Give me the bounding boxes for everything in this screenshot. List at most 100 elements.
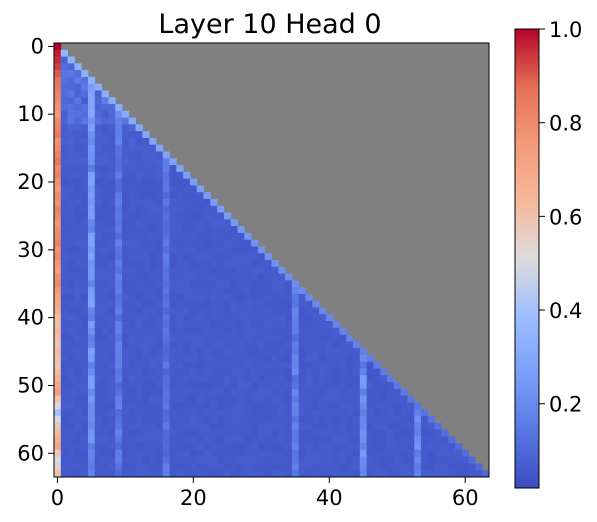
heatmap-cell [101, 165, 109, 173]
heatmap-cell [94, 131, 102, 139]
heatmap-cell [142, 239, 150, 247]
heatmap-cell [223, 422, 232, 430]
heatmap-cell [54, 212, 62, 220]
heatmap-cell [339, 368, 347, 376]
heatmap-cell [135, 429, 143, 437]
heatmap-cell [67, 226, 75, 234]
heatmap-cell [60, 287, 68, 295]
heatmap-cell [189, 402, 198, 410]
heatmap-cell [135, 287, 143, 295]
heatmap-cell [380, 388, 388, 397]
heatmap-cell [387, 409, 395, 417]
heatmap-cell [346, 395, 354, 403]
heatmap-cell [189, 280, 198, 288]
heatmap-cell [373, 429, 381, 437]
heatmap-cell [353, 463, 361, 471]
heatmap-cell [87, 260, 96, 268]
heatmap-cell [217, 449, 225, 458]
heatmap-cell [189, 375, 198, 383]
heatmap-cell [271, 375, 279, 383]
heatmap-cell [325, 415, 334, 424]
heatmap-cell [203, 260, 211, 268]
heatmap-cell [135, 368, 143, 376]
heatmap-cell [244, 287, 252, 295]
heatmap-cell [305, 375, 313, 383]
heatmap-cell [74, 192, 82, 200]
heatmap-cell [244, 402, 252, 410]
heatmap-cell [244, 354, 252, 363]
heatmap-cell [264, 287, 272, 295]
heatmap-cell [176, 456, 184, 464]
heatmap-cell [278, 293, 286, 302]
heatmap-cell [285, 327, 293, 335]
heatmap-cell [183, 192, 191, 200]
heatmap-cell [203, 314, 211, 322]
heatmap-cells [54, 43, 490, 478]
heatmap-cell [128, 354, 136, 363]
heatmap-cell [414, 443, 422, 451]
heatmap-cell [101, 436, 109, 444]
heatmap-cell [257, 273, 266, 281]
heatmap-cell [162, 470, 170, 478]
heatmap-cell [67, 348, 75, 356]
heatmap-cell [176, 409, 184, 417]
heatmap-cell [169, 212, 177, 220]
heatmap-cell [81, 307, 89, 315]
heatmap-cell [196, 185, 204, 193]
heatmap-cell [128, 239, 136, 247]
heatmap-cell [217, 388, 225, 397]
heatmap-cell [237, 226, 245, 234]
heatmap-cell [183, 307, 191, 315]
heatmap-cell [271, 341, 279, 349]
heatmap-cell [101, 97, 109, 105]
heatmap-cell [162, 246, 170, 254]
heatmap-cell [101, 402, 109, 410]
heatmap-cell [101, 415, 109, 424]
heatmap-cell [210, 361, 218, 369]
heatmap-cell [128, 131, 136, 139]
heatmap-cell [203, 436, 211, 444]
heatmap-cell [101, 151, 109, 159]
heatmap-cell [94, 192, 102, 200]
heatmap-cell [223, 463, 232, 471]
heatmap-cell [380, 470, 388, 478]
heatmap-cell [230, 266, 238, 274]
heatmap-cell [373, 449, 381, 458]
heatmap-cell [60, 449, 68, 458]
heatmap-cell [353, 354, 361, 363]
heatmap-cell [142, 198, 150, 207]
heatmap-cell [387, 443, 395, 451]
heatmap-cell [176, 273, 184, 281]
heatmap-cell [176, 293, 184, 302]
heatmap-cell [325, 436, 334, 444]
heatmap-cell [237, 422, 245, 430]
heatmap-cell [60, 273, 68, 281]
heatmap-cell [339, 327, 347, 335]
heatmap-cell [155, 456, 164, 464]
heatmap-cell [60, 443, 68, 451]
heatmap-cell [81, 321, 89, 329]
colorbar-tick-label: 0.4 [549, 299, 582, 323]
heatmap-cell [176, 198, 184, 207]
heatmap-cell [319, 307, 327, 315]
heatmap-cell [162, 341, 170, 349]
heatmap-cell [81, 402, 89, 410]
heatmap-cell [257, 368, 266, 376]
heatmap-cell [128, 314, 136, 322]
heatmap-cell [183, 327, 191, 335]
heatmap-cell [196, 260, 204, 268]
heatmap-cell [271, 348, 279, 356]
heatmap-cell [60, 293, 68, 302]
heatmap-cell [237, 463, 245, 471]
heatmap-cell [155, 341, 164, 349]
heatmap-cell [237, 368, 245, 376]
heatmap-cell [176, 314, 184, 322]
heatmap-cell [210, 314, 218, 322]
heatmap-cell [94, 300, 102, 308]
heatmap-cell [312, 307, 320, 315]
heatmap-cell [142, 402, 150, 410]
heatmap-cell [162, 422, 170, 430]
heatmap-cell [210, 300, 218, 308]
heatmap-cell [128, 266, 136, 274]
heatmap-cell [421, 409, 429, 417]
